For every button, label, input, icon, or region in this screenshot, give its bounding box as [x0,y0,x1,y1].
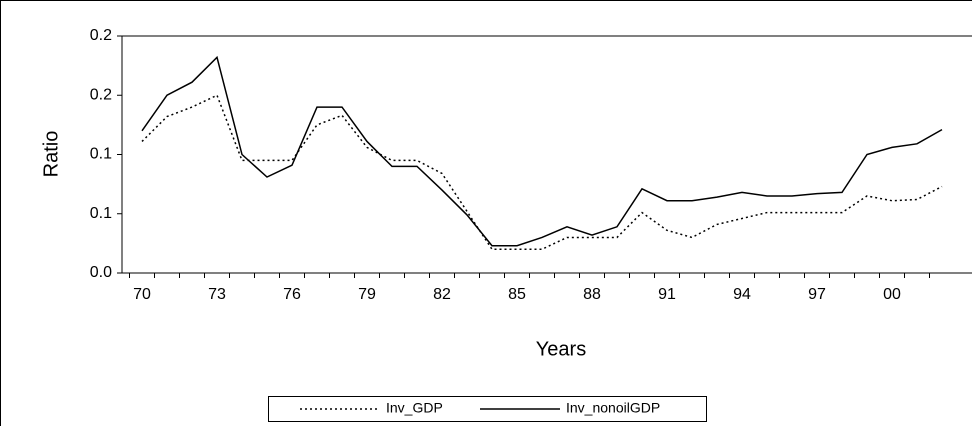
y-tick-label: 0.1 [90,205,112,222]
x-tick-label: 00 [883,286,901,303]
x-tick-label: 73 [208,286,226,303]
y-tick-label: 0.0 [90,264,112,281]
x-tick-label: 79 [358,286,376,303]
data-line [141,55,943,247]
legend-label: Inv_GDP [386,400,443,416]
y-tick-label: 0.1 [90,146,112,163]
x-tick-label: 97 [808,286,826,303]
x-tick-label: 70 [133,286,151,303]
x-tick-label: 82 [433,286,451,303]
x-tick-label: 91 [658,286,676,303]
y-tick-label: 0.2 [90,86,112,103]
x-tick-label: 76 [283,286,301,303]
y-tick-label: 0.2 [90,27,112,44]
y-axis-label: Ratio [40,131,62,178]
x-tick-label: 85 [508,286,526,303]
x-tick-label: 94 [733,286,751,303]
legend-label: Inv_nonoilGDP [566,400,660,416]
x-tick-label: 88 [583,286,601,303]
x-axis-label: Years [536,338,586,360]
